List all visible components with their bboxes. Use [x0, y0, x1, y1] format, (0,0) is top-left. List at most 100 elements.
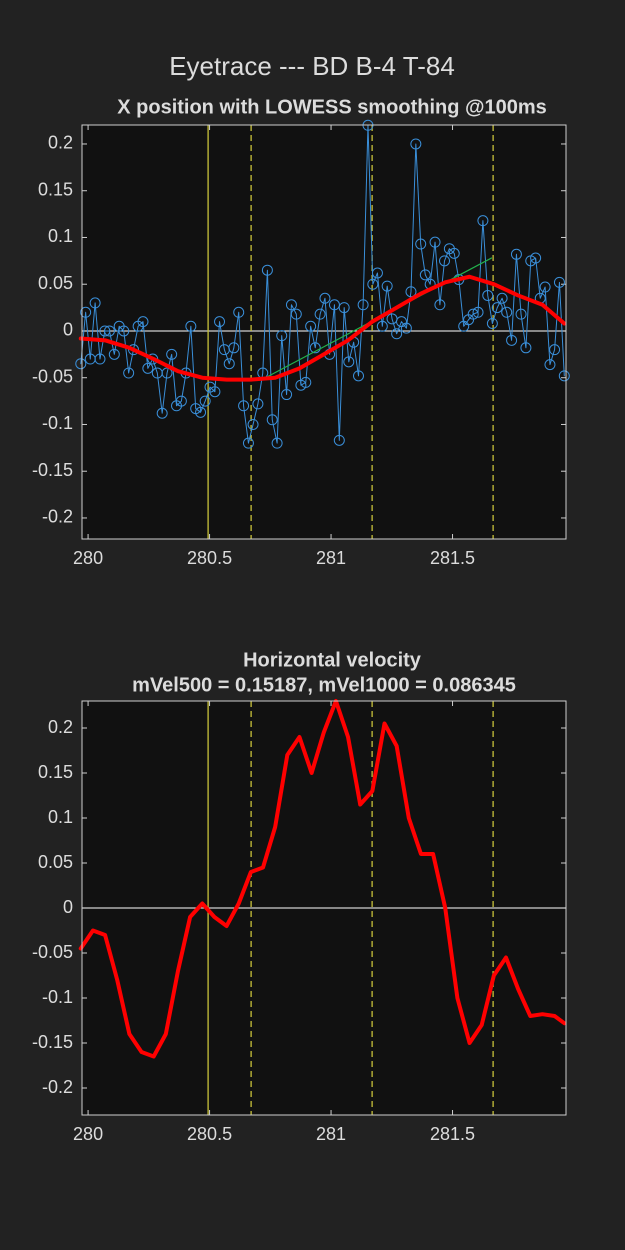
data-point [161, 367, 173, 379]
data-point [233, 306, 245, 318]
data-point [261, 264, 273, 276]
data-point [300, 376, 312, 388]
data-point [223, 358, 235, 370]
data-point [94, 353, 106, 365]
data-point [142, 362, 154, 374]
plot-area [82, 125, 566, 539]
data-point [214, 316, 226, 328]
chart-title: X position with LOWESS smoothing @100ms [117, 96, 547, 118]
data-point [209, 386, 221, 398]
data-point [391, 328, 403, 340]
data-point [156, 407, 168, 419]
data-point [175, 395, 187, 407]
data-point [338, 302, 350, 314]
data-point [419, 269, 431, 281]
data-point [118, 325, 130, 337]
data-point [123, 367, 135, 379]
data-point [434, 299, 446, 311]
data-point [103, 325, 115, 337]
data-point [238, 400, 250, 412]
data-point [271, 437, 283, 449]
data-point [410, 138, 422, 150]
data-point [80, 306, 92, 318]
y-tick-label: -0.1 [42, 413, 73, 433]
data-point [448, 247, 460, 259]
x-tick-label: 280 [73, 1124, 103, 1144]
axes-frame [81, 700, 567, 1116]
y-tick-label: 0.2 [48, 133, 73, 153]
y-tick-label: 0.05 [38, 852, 73, 872]
data-point [353, 370, 365, 382]
data-point [137, 316, 149, 328]
y-tick-label: -0.15 [32, 1032, 73, 1052]
series-line [78, 699, 567, 1059]
data-point [482, 289, 494, 301]
data-point [166, 348, 178, 360]
data-point [305, 320, 317, 332]
y-tick-label: 0 [63, 320, 73, 340]
y-tick-label: 0.15 [38, 762, 73, 782]
x-tick-label: 281.5 [430, 1124, 475, 1144]
data-point [549, 344, 561, 356]
data-point [371, 267, 383, 279]
y-tick-label: 0.15 [38, 179, 73, 199]
data-point [515, 308, 527, 320]
data-point [405, 286, 417, 298]
chart-subtitle: mVel500 = 0.15187, mVel1000 = 0.086345 [132, 674, 516, 696]
y-tick-label: 0.05 [38, 273, 73, 293]
x-tick-label: 281 [316, 548, 346, 568]
data-point [247, 418, 259, 430]
y-tick-label: -0.05 [32, 942, 73, 962]
data-point [539, 281, 551, 293]
data-point [99, 325, 111, 337]
data-point [285, 299, 297, 311]
data-point [429, 236, 441, 248]
data-point [506, 334, 518, 346]
data-point [89, 297, 101, 309]
data-point [195, 406, 207, 418]
data-point [185, 320, 197, 332]
data-point [309, 342, 321, 354]
figure-title: Eyetrace --- BD B-4 T-84 [169, 51, 455, 81]
data-point [477, 215, 489, 227]
data-point [439, 255, 451, 267]
data-point [486, 317, 498, 329]
data-point [544, 359, 556, 371]
y-tick-label: 0.2 [48, 717, 73, 737]
y-tick-label: 0.1 [48, 226, 73, 246]
axes-frame [81, 124, 567, 540]
data-point [376, 320, 388, 332]
x-tick-label: 281.5 [430, 548, 475, 568]
data-point [496, 292, 508, 304]
data-point [228, 342, 240, 354]
data-point [333, 434, 345, 446]
y-tick-label: -0.1 [42, 987, 73, 1007]
y-tick-label: -0.05 [32, 366, 73, 386]
y-tick-label: -0.15 [32, 460, 73, 480]
data-point [558, 370, 570, 382]
data-point [343, 356, 355, 368]
data-point [290, 308, 302, 320]
data-point [128, 344, 140, 356]
data-point [467, 308, 479, 320]
data-point [199, 395, 211, 407]
data-point [520, 342, 532, 354]
data-point [367, 278, 379, 290]
x-tick-label: 281 [316, 1124, 346, 1144]
chart-title: Horizontal velocity [243, 649, 422, 671]
data-point [252, 398, 264, 410]
data-point [314, 308, 326, 320]
series-line [78, 274, 567, 382]
data-point [242, 437, 254, 449]
x-tick-label: 280.5 [187, 1124, 232, 1144]
data-point [281, 389, 293, 401]
data-point [472, 306, 484, 318]
series-line [80, 124, 565, 444]
data-point [553, 276, 565, 288]
data-point [510, 248, 522, 260]
data-point [491, 302, 503, 314]
data-point [415, 238, 427, 250]
x-tick-label: 280.5 [187, 548, 232, 568]
data-point [266, 414, 278, 426]
